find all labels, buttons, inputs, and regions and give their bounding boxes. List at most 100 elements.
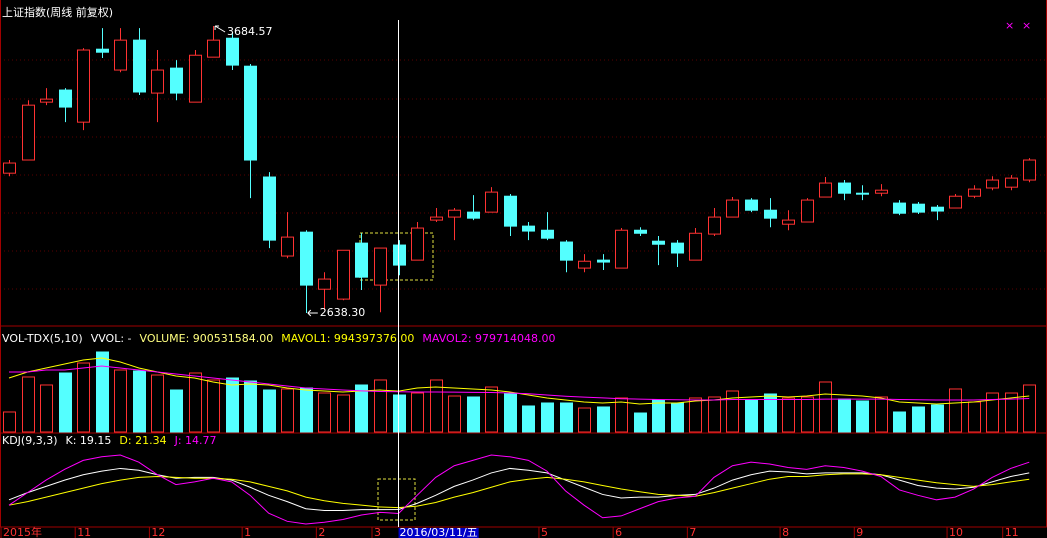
volume-bar — [986, 392, 999, 433]
candle-body — [114, 39, 127, 71]
pane-header: KDJ(9,3,3) — [2, 434, 58, 447]
candle-body — [708, 216, 721, 235]
candle-body — [3, 162, 16, 174]
legend-entry: VOLUME: 900531584.00 — [140, 332, 274, 345]
volume-bar — [745, 399, 758, 433]
volume-bar — [59, 372, 72, 433]
pane-header: VVOL: - — [91, 332, 132, 345]
candle-body — [671, 242, 684, 254]
legend-entry: D: 21.34 — [119, 434, 166, 447]
x-tick-label: 6 — [615, 526, 622, 538]
volume-bar — [912, 406, 925, 433]
indicator-line — [8, 473, 1030, 509]
candle-body — [968, 188, 981, 197]
icon[interactable]: × — [1005, 19, 1014, 32]
x-tick-label: 5 — [541, 526, 548, 538]
candle-body — [40, 98, 53, 103]
volume-bar — [467, 396, 480, 433]
candle-body — [467, 211, 480, 219]
volume-bar — [189, 372, 202, 433]
candle-body — [1023, 159, 1036, 181]
candle-body — [281, 236, 294, 257]
volume-bar — [726, 390, 739, 433]
volume-bar — [3, 411, 16, 433]
candle-body — [801, 199, 814, 223]
volume-bar — [931, 404, 944, 433]
candle-body — [875, 189, 888, 194]
candle-body — [393, 244, 406, 266]
x-tick-label: 1 — [244, 526, 251, 538]
x-tick-label: 2 — [318, 526, 325, 538]
highlight-box — [377, 478, 416, 521]
volume-bar — [689, 397, 702, 433]
volume-bar — [1005, 392, 1018, 433]
volume-bar — [838, 398, 851, 433]
volume-bar — [949, 388, 962, 433]
candle-body — [931, 206, 944, 212]
candle-body — [355, 242, 368, 278]
indicator-line — [8, 467, 1030, 512]
candle-body — [96, 48, 109, 53]
annotation-arrow — [307, 309, 318, 317]
candle-body — [485, 191, 498, 213]
volume-bar — [671, 402, 684, 433]
x-tick-label: 7 — [689, 526, 696, 538]
volume-bar — [615, 397, 628, 433]
candle-body — [151, 69, 164, 94]
candle-body — [22, 104, 35, 161]
volume-bar — [764, 393, 777, 433]
candle-body — [337, 249, 350, 300]
volume-bar — [541, 402, 554, 433]
volume-bar — [226, 377, 239, 433]
volume-bar — [634, 412, 647, 433]
volume-bar — [485, 386, 498, 433]
candle-body — [838, 182, 851, 194]
candle-body — [522, 225, 535, 232]
volume-bar — [893, 411, 906, 433]
pane-header: VOL-TDX(5,10) — [2, 332, 83, 345]
candle-body — [726, 199, 739, 218]
candle-body — [374, 247, 387, 286]
volume-bar — [856, 400, 869, 433]
candle-body — [560, 241, 573, 261]
icon[interactable]: × — [1022, 19, 1031, 32]
volume-bar — [114, 369, 127, 433]
annotation: 2638.30 — [320, 306, 366, 319]
candle-body — [77, 49, 90, 123]
candle-body — [597, 259, 610, 263]
x-tick-label: 9 — [856, 526, 863, 538]
candle-body — [430, 216, 443, 221]
x-tick-label: 2015年 — [3, 525, 42, 538]
candle-body — [133, 39, 146, 93]
volume-bar — [819, 381, 832, 433]
candle-body — [411, 227, 424, 261]
legend-entry: MAVOL1: 994397376.00 — [281, 332, 414, 345]
x-tick-label: 12 — [151, 526, 165, 538]
annotation-arrow — [214, 25, 226, 33]
volume-bar — [430, 379, 443, 433]
candle-body — [856, 192, 869, 195]
candle-body — [244, 65, 257, 161]
volume-bar — [782, 397, 795, 433]
volume-bar — [77, 362, 90, 433]
candle-body — [912, 203, 925, 213]
x-tick-label: 11 — [77, 526, 91, 538]
volume-bar — [170, 389, 183, 433]
candle-body — [893, 202, 906, 214]
volume-bar — [281, 388, 294, 433]
volume-bar — [263, 389, 276, 433]
volume-bar — [151, 374, 164, 433]
x-tick-label: 11 — [1005, 526, 1019, 538]
candle-body — [986, 179, 999, 189]
legend-entry: MAVOL2: 979714048.00 — [422, 332, 555, 345]
candle-body — [764, 209, 777, 219]
x-tick-label: 10 — [949, 526, 963, 538]
ma-line — [9, 365, 1030, 401]
volume-bar — [411, 392, 424, 433]
volume-bar — [300, 387, 313, 433]
volume-bar — [22, 376, 35, 433]
x-tick-label: 3 — [374, 526, 381, 538]
volume-bar — [318, 392, 331, 433]
volume-bar — [578, 407, 591, 433]
